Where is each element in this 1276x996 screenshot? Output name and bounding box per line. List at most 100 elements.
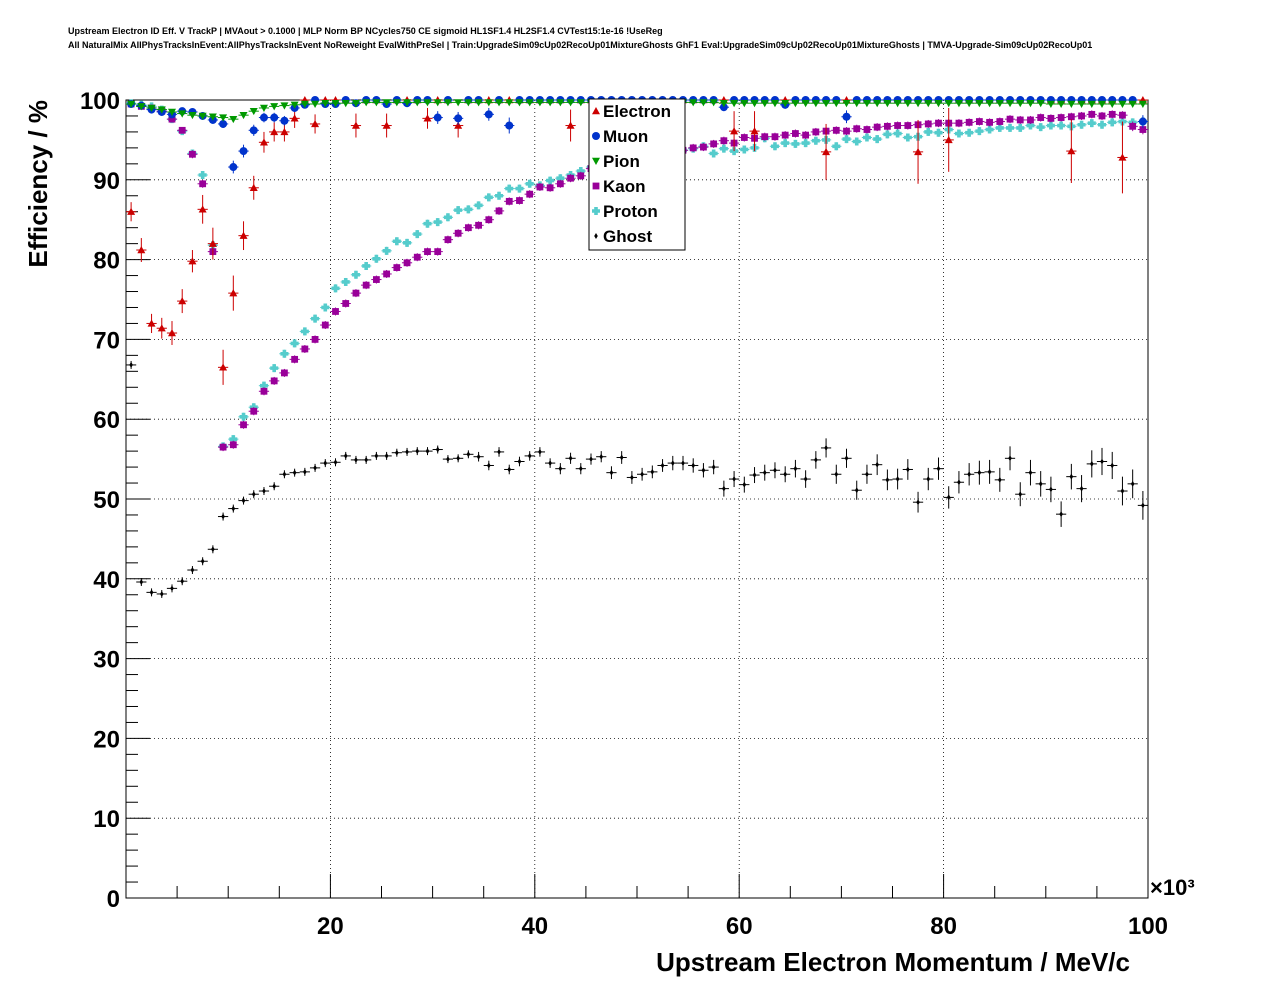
point-pion <box>719 99 728 108</box>
point-electron <box>944 135 953 144</box>
point-pion <box>576 99 585 107</box>
point-proton <box>893 129 902 138</box>
point-pion <box>699 99 708 107</box>
point-proton <box>321 303 330 312</box>
point-pion <box>1067 100 1076 108</box>
point-kaon <box>883 122 891 130</box>
series-ghost <box>126 360 1148 598</box>
point-pion <box>127 100 136 108</box>
point-ghost <box>190 567 195 574</box>
point-ghost <box>742 481 747 488</box>
point-pion <box>198 112 207 120</box>
point-muon <box>280 116 289 125</box>
point-ghost <box>211 546 215 553</box>
point-kaon <box>454 229 462 237</box>
point-proton <box>934 128 943 137</box>
legend-marker-pion <box>592 157 600 165</box>
point-kaon <box>710 140 718 148</box>
point-pion <box>689 99 698 107</box>
point-proton <box>801 139 810 148</box>
point-ghost <box>405 448 409 455</box>
x-tick-label: 100 <box>1128 913 1168 940</box>
point-ghost <box>630 474 634 481</box>
point-electron <box>351 121 360 129</box>
legend: Electron Muon Pion Kaon Proton Ghost <box>588 98 686 251</box>
point-pion <box>730 99 739 108</box>
point-kaon <box>505 197 513 205</box>
point-ghost <box>1120 488 1125 495</box>
y-tick-label: 100 <box>80 88 120 115</box>
point-kaon <box>219 443 227 451</box>
point-kaon <box>281 369 288 377</box>
point-kaon <box>260 387 268 395</box>
point-electron <box>270 127 279 136</box>
point-pion <box>873 99 882 108</box>
point-kaon <box>689 144 697 152</box>
point-pion <box>178 110 187 118</box>
point-proton <box>341 277 350 286</box>
point-ghost <box>640 471 644 478</box>
point-proton <box>474 201 483 210</box>
point-electron <box>208 239 217 247</box>
point-pion <box>219 114 228 122</box>
point-muon <box>259 113 268 122</box>
point-proton <box>392 237 401 246</box>
point-kaon <box>1088 110 1096 118</box>
point-proton <box>1087 119 1096 128</box>
legend-marker-ghost <box>594 233 598 239</box>
point-electron <box>311 119 320 128</box>
point-proton <box>546 176 555 185</box>
point-kaon <box>556 180 564 188</box>
point-proton <box>423 219 432 228</box>
point-muon <box>842 112 851 121</box>
point-proton <box>852 137 861 146</box>
point-pion <box>495 99 504 107</box>
point-electron <box>1067 147 1076 155</box>
point-electron <box>822 147 831 156</box>
point-pion <box>740 99 749 108</box>
x-tick-label: 80 <box>930 913 957 940</box>
point-ghost <box>282 471 287 478</box>
point-muon <box>229 163 238 172</box>
point-pion <box>229 115 238 124</box>
point-pion <box>1016 99 1025 108</box>
point-pion <box>188 111 197 120</box>
point-ghost <box>1079 485 1084 492</box>
point-pion <box>801 99 810 108</box>
point-ghost <box>875 461 879 468</box>
y-axis-title: Efficiency / % <box>23 100 53 268</box>
point-muon <box>454 114 463 123</box>
point-pion <box>811 99 820 108</box>
point-kaon <box>270 377 278 385</box>
point-ghost <box>221 513 225 520</box>
point-ghost <box>548 460 552 467</box>
point-ghost <box>476 453 481 460</box>
point-ghost <box>272 483 276 490</box>
point-pion <box>791 99 800 108</box>
point-kaon <box>178 126 186 134</box>
point-ghost <box>231 505 236 512</box>
point-pion <box>515 99 524 107</box>
point-ghost <box>466 451 471 458</box>
point-pion <box>852 99 861 108</box>
point-pion <box>832 99 841 108</box>
point-pion <box>525 99 534 107</box>
point-pion <box>259 104 268 112</box>
point-proton <box>1077 120 1086 129</box>
point-pion <box>842 99 851 108</box>
point-proton <box>954 129 963 138</box>
point-kaon <box>250 407 258 415</box>
point-proton <box>239 412 248 421</box>
legend-label-kaon: Kaon <box>603 177 646 196</box>
point-pion <box>331 99 340 108</box>
point-ghost <box>435 446 440 453</box>
point-kaon <box>720 137 728 145</box>
point-muon <box>1138 117 1147 126</box>
point-kaon <box>464 224 472 232</box>
point-muon <box>270 113 279 122</box>
point-proton <box>770 142 779 151</box>
point-pion <box>464 99 473 107</box>
point-proton <box>862 133 871 142</box>
point-pion <box>423 99 432 107</box>
point-electron <box>259 138 268 146</box>
